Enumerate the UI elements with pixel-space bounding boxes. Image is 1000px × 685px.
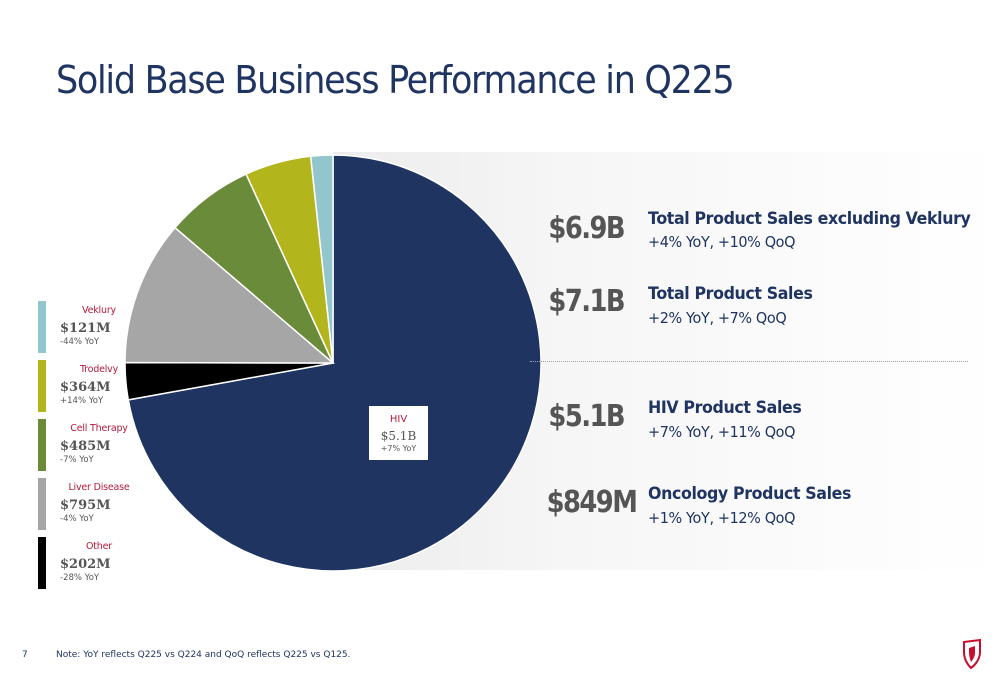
legend-yoy: -4% YoY	[60, 514, 94, 524]
legend-item-liver-disease: Liver Disease $795M -4% YoY	[38, 478, 148, 534]
metric-value-hiv: $5.1B	[548, 399, 625, 434]
hiv-label-accent	[364, 406, 369, 460]
hiv-label-yoy: +7% YoY	[380, 444, 417, 453]
legend-item-veklury: Veklury $121M -44% YoY	[38, 301, 148, 357]
legend-item-cell-therapy: Cell Therapy $485M -7% YoY	[38, 419, 148, 475]
legend-yoy: -7% YoY	[60, 455, 94, 465]
pie-slice-veklury	[309, 154, 334, 364]
legend-value: $202M	[60, 557, 111, 572]
metric-value-total: $7.1B	[548, 284, 625, 319]
pie-slice-hiv	[127, 154, 542, 572]
metric-label-total: Total Product Sales	[648, 284, 813, 304]
hiv-data-label: HIV $5.1B +7% YoY	[364, 406, 428, 460]
hiv-label-value: $5.1B	[380, 429, 417, 443]
slide-title: Solid Base Business Performance in Q225	[56, 58, 735, 102]
legend-yoy: -28% YoY	[60, 573, 100, 583]
metric-label-hiv: HIV Product Sales	[648, 398, 802, 418]
legend-item-other: Other $202M -28% YoY	[38, 537, 148, 593]
legend-swatch	[38, 301, 46, 353]
legend-label: Trodelvy	[79, 364, 119, 375]
legend-value: $121M	[60, 321, 111, 336]
legend-item-trodelvy: Trodelvy $364M +14% YoY	[38, 360, 148, 416]
legend-yoy: -44% YoY	[60, 337, 100, 347]
hiv-label-name: HIV	[389, 414, 408, 425]
legend-label: Veklury	[82, 305, 116, 316]
metric-value-oncology: $849M	[546, 485, 638, 520]
legend-swatch	[38, 537, 46, 589]
metric-change-total-ex-veklury: +4% YoY, +10% QoQ	[648, 233, 796, 251]
legend-value: $795M	[60, 498, 111, 513]
legend-label: Cell Therapy	[70, 423, 128, 434]
metric-label-oncology: Oncology Product Sales	[648, 484, 852, 504]
metric-change-hiv: +7% YoY, +11% QoQ	[648, 423, 796, 441]
metric-change-total: +2% YoY, +7% QoQ	[648, 309, 787, 327]
legend-swatch	[38, 419, 46, 471]
page-number: 7	[22, 650, 28, 660]
legend-swatch	[38, 360, 46, 412]
metrics-divider	[530, 361, 968, 362]
legend-label: Liver Disease	[68, 482, 130, 493]
legend-value: $485M	[60, 439, 111, 454]
legend-label: Other	[86, 541, 112, 552]
metric-label-total-ex-veklury: Total Product Sales excluding Veklury	[648, 209, 971, 229]
metric-value-total-ex-veklury: $6.9B	[548, 211, 625, 246]
footnote: Note: YoY reflects Q225 vs Q224 and QoQ …	[56, 650, 351, 660]
legend-yoy: +14% YoY	[60, 396, 104, 406]
legend-swatch	[38, 478, 46, 530]
legend-value: $364M	[60, 380, 111, 395]
metric-change-oncology: +1% YoY, +12% QoQ	[648, 509, 796, 527]
pie-slice-liver-disease	[124, 226, 336, 364]
company-logo-icon	[963, 638, 981, 670]
